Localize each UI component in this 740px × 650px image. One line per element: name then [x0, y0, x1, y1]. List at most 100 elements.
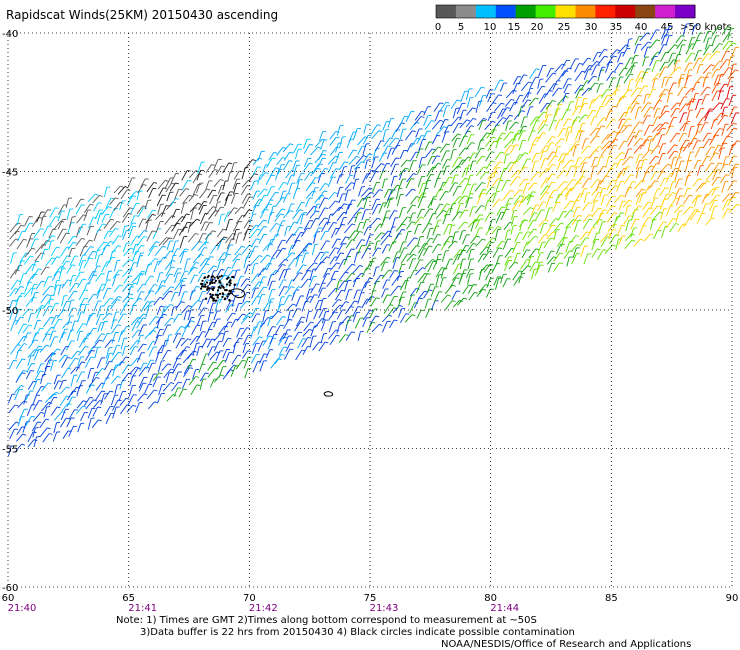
wind-barb [730, 112, 737, 124]
wind-barb-flag [428, 289, 433, 292]
wind-barb [104, 361, 110, 371]
wind-barb-flag [28, 324, 33, 327]
wind-barb [643, 125, 650, 136]
wind-barb [262, 164, 266, 174]
wind-barb [232, 179, 238, 190]
wind-barb [505, 89, 514, 99]
wind-barb-flag [715, 134, 720, 137]
wind-barb [518, 196, 525, 208]
wind-barb [417, 196, 423, 209]
lon-label: 80 [484, 593, 497, 604]
wind-barb [354, 212, 359, 223]
wind-barb [137, 207, 144, 218]
wind-barb [540, 185, 548, 196]
wind-barb [157, 204, 161, 215]
wind-barb [500, 274, 504, 284]
wind-barb [157, 280, 163, 291]
wind-barb-flag [558, 87, 562, 90]
wind-barb [505, 121, 509, 131]
wind-barb-flag [356, 155, 360, 158]
wind-barb [27, 431, 34, 443]
wind-barb [467, 175, 471, 185]
wind-barb [128, 262, 135, 274]
wind-barb-flag [31, 247, 36, 250]
wind-barb [153, 297, 161, 306]
wind-barb [650, 51, 658, 61]
wind-barb-flag [420, 116, 425, 118]
wind-barb [258, 353, 265, 364]
wind-barb [259, 360, 265, 372]
wind-barb [53, 280, 58, 290]
wind-barb [566, 101, 572, 112]
wind-barb-flag [369, 309, 374, 312]
wind-barb [301, 337, 309, 348]
wind-barb-flag [167, 349, 172, 352]
wind-barb [331, 304, 341, 314]
wind-barb [465, 142, 472, 150]
wind-barb-flag [187, 170, 191, 172]
contamination-circle [228, 299, 231, 302]
wind-barb-flag [281, 208, 286, 211]
wind-barb [442, 214, 448, 225]
wind-barb [226, 312, 233, 322]
wind-barb [712, 169, 717, 181]
wind-barb [112, 399, 119, 411]
wind-barb-flag [264, 188, 268, 191]
wind-barb [172, 228, 179, 240]
wind-barb [565, 219, 574, 229]
wind-barb-flag [247, 193, 251, 195]
wind-barb [640, 41, 649, 51]
wind-barb [675, 35, 682, 44]
wind-barb [317, 287, 323, 299]
wind-barb-flag [431, 120, 435, 122]
wind-barb [456, 203, 461, 214]
wind-barb [295, 202, 302, 212]
wind-barb-flag [273, 152, 278, 154]
wind-barb-flag [578, 105, 582, 108]
wind-barb [668, 53, 673, 63]
wind-barb-flag [481, 86, 485, 89]
wind-barb [83, 397, 91, 406]
contamination-circle [226, 295, 229, 298]
wind-barb [244, 250, 251, 262]
wind-barb [439, 191, 446, 201]
wind-barb [406, 253, 414, 262]
wind-barb [161, 340, 166, 352]
wind-barb-flag [272, 326, 276, 328]
wind-barb-flag [451, 300, 456, 303]
wind-barb [58, 332, 64, 344]
wind-barb [606, 205, 613, 215]
wind-barb [727, 56, 732, 67]
wind-barb [556, 236, 564, 248]
wind-barb [536, 132, 543, 143]
wind-barb [174, 326, 182, 335]
wind-barb [268, 298, 272, 310]
wind-barb [388, 241, 394, 252]
wind-barb [575, 193, 581, 202]
wind-barb [216, 360, 224, 370]
wind-barb [598, 49, 605, 58]
wind-barb [221, 331, 226, 342]
wind-barb [691, 194, 699, 204]
wind-barb [65, 198, 69, 208]
wind-barb [546, 256, 555, 265]
wind-barb [67, 330, 72, 341]
wind-barb-flag [473, 152, 478, 154]
wind-barb [339, 136, 343, 148]
wind-barb [183, 365, 190, 375]
wind-barb [190, 208, 195, 220]
wind-barb [207, 312, 211, 323]
wind-barb [547, 151, 554, 161]
wind-barb [561, 59, 567, 70]
wind-barb [469, 161, 474, 171]
wind-barb [361, 298, 368, 309]
wind-barb [105, 413, 112, 425]
wind-barb [329, 168, 337, 179]
wind-barb [149, 326, 156, 335]
wind-barb [708, 50, 718, 60]
wind-barb [179, 236, 185, 249]
wind-barb [581, 57, 589, 66]
wind-barb [30, 238, 36, 249]
wind-barb [527, 256, 531, 267]
wind-barb [572, 247, 577, 258]
